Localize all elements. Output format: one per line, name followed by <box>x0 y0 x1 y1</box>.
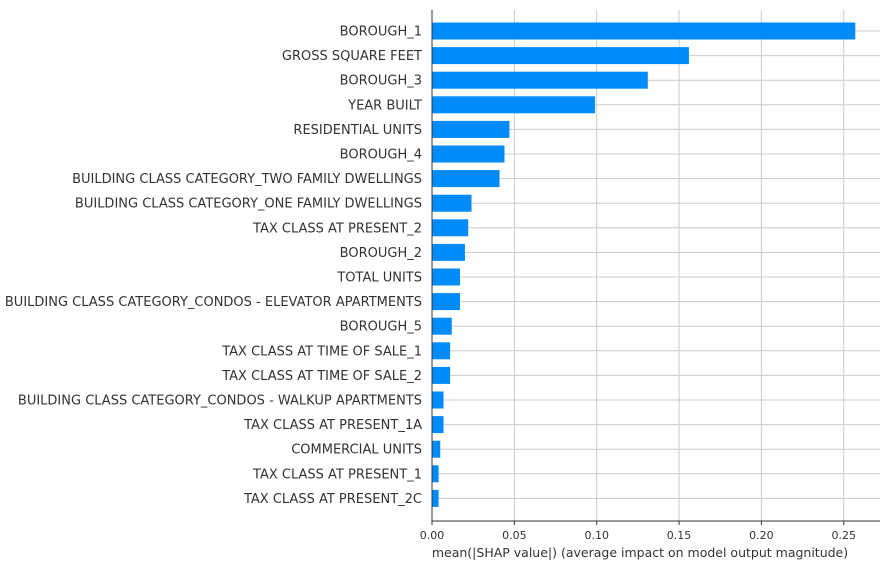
x-tick-label: 0.10 <box>584 529 609 542</box>
bar <box>432 489 439 507</box>
category-label: BOROUGH_3 <box>340 74 422 89</box>
x-axis-title: mean(|SHAP value|) (average impact on mo… <box>432 545 848 560</box>
bar <box>432 71 648 89</box>
bar <box>432 47 689 65</box>
category-label: TOTAL UNITS <box>336 271 422 286</box>
category-label: COMMERCIAL UNITS <box>291 443 422 458</box>
bar <box>432 22 856 40</box>
bar <box>432 194 472 212</box>
category-label: TAX CLASS AT PRESENT_1 <box>252 467 422 482</box>
bar <box>432 440 441 458</box>
category-label: YEAR BUILT <box>347 98 422 113</box>
category-label: RESIDENTIAL UNITS <box>293 123 422 138</box>
bar <box>432 145 505 163</box>
category-label: TAX CLASS AT PRESENT_1A <box>243 418 422 433</box>
category-label: GROSS SQUARE FEET <box>282 49 422 64</box>
x-axis: 0.00 0.05 0.10 0.15 0.20 0.25 <box>420 10 880 542</box>
bar <box>432 391 444 409</box>
category-label: BOROUGH_1 <box>340 25 422 40</box>
bar <box>432 268 460 286</box>
category-label: TAX CLASS AT TIME OF SALE_2 <box>221 369 422 384</box>
category-label: BUILDING CLASS CATEGORY_CONDOS - WALKUP … <box>18 394 422 409</box>
bar <box>432 96 596 114</box>
bar <box>432 317 452 335</box>
x-tick-label: 0.15 <box>667 529 692 542</box>
bars <box>432 22 856 507</box>
x-tick-label: 0.00 <box>420 529 445 542</box>
bar <box>432 219 469 237</box>
bar <box>432 342 451 360</box>
category-label: TAX CLASS AT TIME OF SALE_1 <box>221 344 422 359</box>
category-label: TAX CLASS AT PRESENT_2 <box>252 221 422 236</box>
bar <box>432 465 439 483</box>
category-label: BUILDING CLASS CATEGORY_CONDOS - ELEVATO… <box>5 295 422 310</box>
bar <box>432 293 460 311</box>
category-label: TAX CLASS AT PRESENT_2C <box>243 492 422 507</box>
bar <box>432 170 500 188</box>
x-tick-label: 0.25 <box>832 529 857 542</box>
category-labels: BOROUGH_1 GROSS SQUARE FEET BOROUGH_3 YEAR … <box>5 25 422 507</box>
category-label: BOROUGH_4 <box>340 148 422 163</box>
x-tick-label: 0.05 <box>502 529 527 542</box>
bar <box>432 120 510 138</box>
category-label: BOROUGH_5 <box>340 320 422 335</box>
category-label: BUILDING CLASS CATEGORY_TWO FAMILY DWELL… <box>72 172 422 187</box>
category-label: BOROUGH_2 <box>340 246 422 261</box>
bar <box>432 366 451 384</box>
category-label: BUILDING CLASS CATEGORY_ONE FAMILY DWELL… <box>75 197 422 212</box>
x-tick-label: 0.20 <box>749 529 774 542</box>
bar <box>432 416 444 434</box>
bar <box>432 243 465 261</box>
